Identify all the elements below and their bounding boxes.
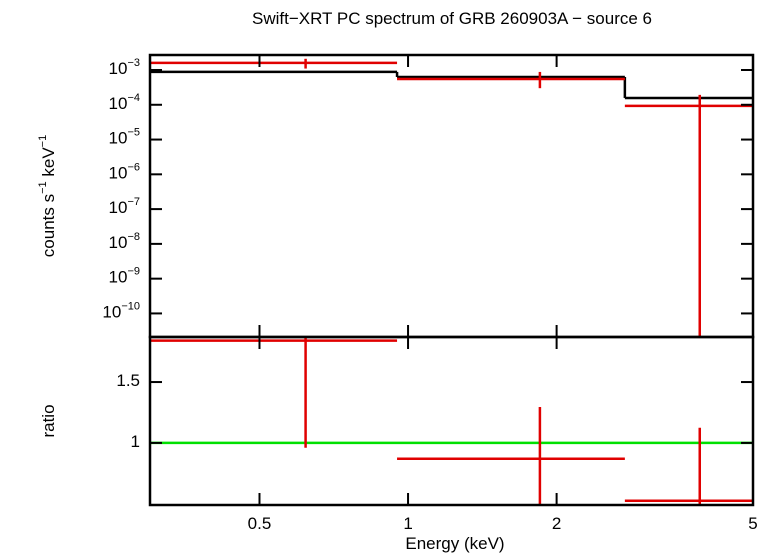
plot-area [150, 58, 753, 337]
x-tick-label: 2 [552, 514, 561, 533]
y-tick-label: 10−6 [109, 161, 140, 183]
chart-title: Swift−XRT PC spectrum of GRB 260903A − s… [252, 9, 652, 28]
y-axis-label: counts s−1 keV−1 [37, 135, 59, 257]
plot-area [150, 337, 753, 505]
y-tick-label: 1 [131, 432, 140, 451]
y-tick-label: 10−3 [109, 57, 140, 79]
x-tick-label: 0.5 [248, 514, 272, 533]
y-tick-label: 10−9 [109, 266, 140, 288]
y-tick-label: 10−5 [109, 126, 140, 148]
x-tick-label: 1 [403, 514, 412, 533]
y-tick-label: 10−4 [109, 92, 140, 114]
y-tick-label: 10−8 [109, 231, 140, 253]
y-tick-label: 1.5 [116, 372, 140, 391]
y-tick-label: 10−7 [109, 196, 140, 218]
panel-frame [148, 335, 755, 507]
x-tick-label: 5 [748, 514, 757, 533]
y-tick-label: 10−10 [102, 300, 140, 322]
y-axis-label: ratio [39, 404, 58, 437]
x-axis-label: Energy (keV) [405, 534, 504, 553]
